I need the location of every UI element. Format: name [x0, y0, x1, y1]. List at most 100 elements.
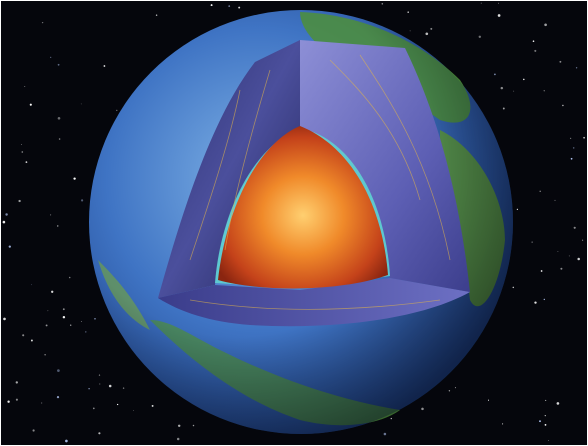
star — [543, 90, 545, 92]
cutaway-left-face — [158, 40, 300, 298]
star — [68, 276, 71, 279]
star — [85, 331, 87, 333]
star — [544, 23, 547, 27]
star — [582, 239, 584, 241]
star — [192, 424, 195, 427]
star — [94, 317, 96, 320]
star — [539, 420, 541, 423]
star — [532, 40, 535, 42]
star — [478, 35, 482, 39]
star — [3, 317, 6, 321]
star — [383, 432, 387, 436]
star — [502, 107, 505, 110]
star — [65, 439, 68, 443]
star — [513, 90, 515, 92]
star — [421, 407, 424, 411]
star — [545, 399, 547, 401]
star — [80, 103, 82, 105]
star — [554, 199, 556, 201]
star — [58, 138, 61, 140]
star — [559, 60, 562, 63]
star — [116, 403, 119, 406]
star — [210, 4, 213, 7]
star — [116, 109, 118, 112]
star — [98, 374, 101, 376]
star — [557, 251, 559, 253]
star — [494, 73, 496, 76]
star — [548, 440, 549, 441]
star — [430, 27, 433, 30]
star — [57, 369, 60, 372]
star — [122, 387, 125, 389]
star — [25, 161, 28, 163]
star — [390, 417, 392, 420]
star — [32, 429, 35, 432]
star — [73, 177, 76, 180]
star — [57, 225, 59, 227]
star — [18, 199, 21, 203]
star — [534, 49, 537, 52]
star — [22, 334, 25, 337]
star — [539, 190, 541, 193]
star — [516, 208, 519, 211]
star — [531, 241, 533, 243]
star — [15, 398, 18, 401]
star — [534, 301, 537, 304]
star — [512, 286, 515, 289]
star — [44, 354, 46, 356]
star — [57, 63, 60, 66]
star — [540, 270, 543, 272]
cutaway-bottom-face — [158, 278, 470, 327]
star — [56, 395, 60, 399]
star — [41, 21, 44, 24]
star — [238, 6, 241, 9]
star — [448, 390, 451, 392]
star — [41, 402, 43, 404]
mantle-texture — [189, 54, 451, 310]
star — [30, 339, 33, 342]
star — [583, 136, 585, 139]
star — [407, 11, 409, 13]
inner-core — [218, 126, 388, 289]
star — [543, 298, 545, 301]
star — [498, 2, 500, 4]
star — [562, 104, 564, 107]
star — [454, 387, 456, 389]
star — [50, 214, 52, 216]
star — [62, 315, 66, 319]
star — [31, 284, 33, 286]
star — [572, 147, 575, 149]
star — [570, 157, 573, 160]
star — [544, 424, 547, 426]
star — [81, 199, 84, 202]
star — [5, 213, 8, 216]
star — [8, 245, 11, 248]
star — [103, 65, 106, 67]
star — [568, 255, 570, 257]
star — [88, 388, 90, 390]
star — [51, 290, 54, 293]
star — [502, 423, 504, 425]
star — [500, 86, 504, 90]
star — [80, 320, 82, 322]
star — [133, 410, 134, 412]
star — [228, 5, 231, 7]
star — [573, 226, 576, 229]
star — [92, 407, 95, 410]
star — [523, 78, 525, 81]
star — [577, 257, 580, 261]
star — [57, 116, 61, 120]
star — [177, 424, 181, 428]
star — [480, 2, 482, 4]
star — [2, 220, 6, 224]
star — [569, 137, 572, 140]
star — [7, 400, 10, 403]
star — [29, 103, 32, 106]
star — [15, 381, 18, 384]
star — [425, 32, 429, 36]
star — [24, 86, 26, 87]
